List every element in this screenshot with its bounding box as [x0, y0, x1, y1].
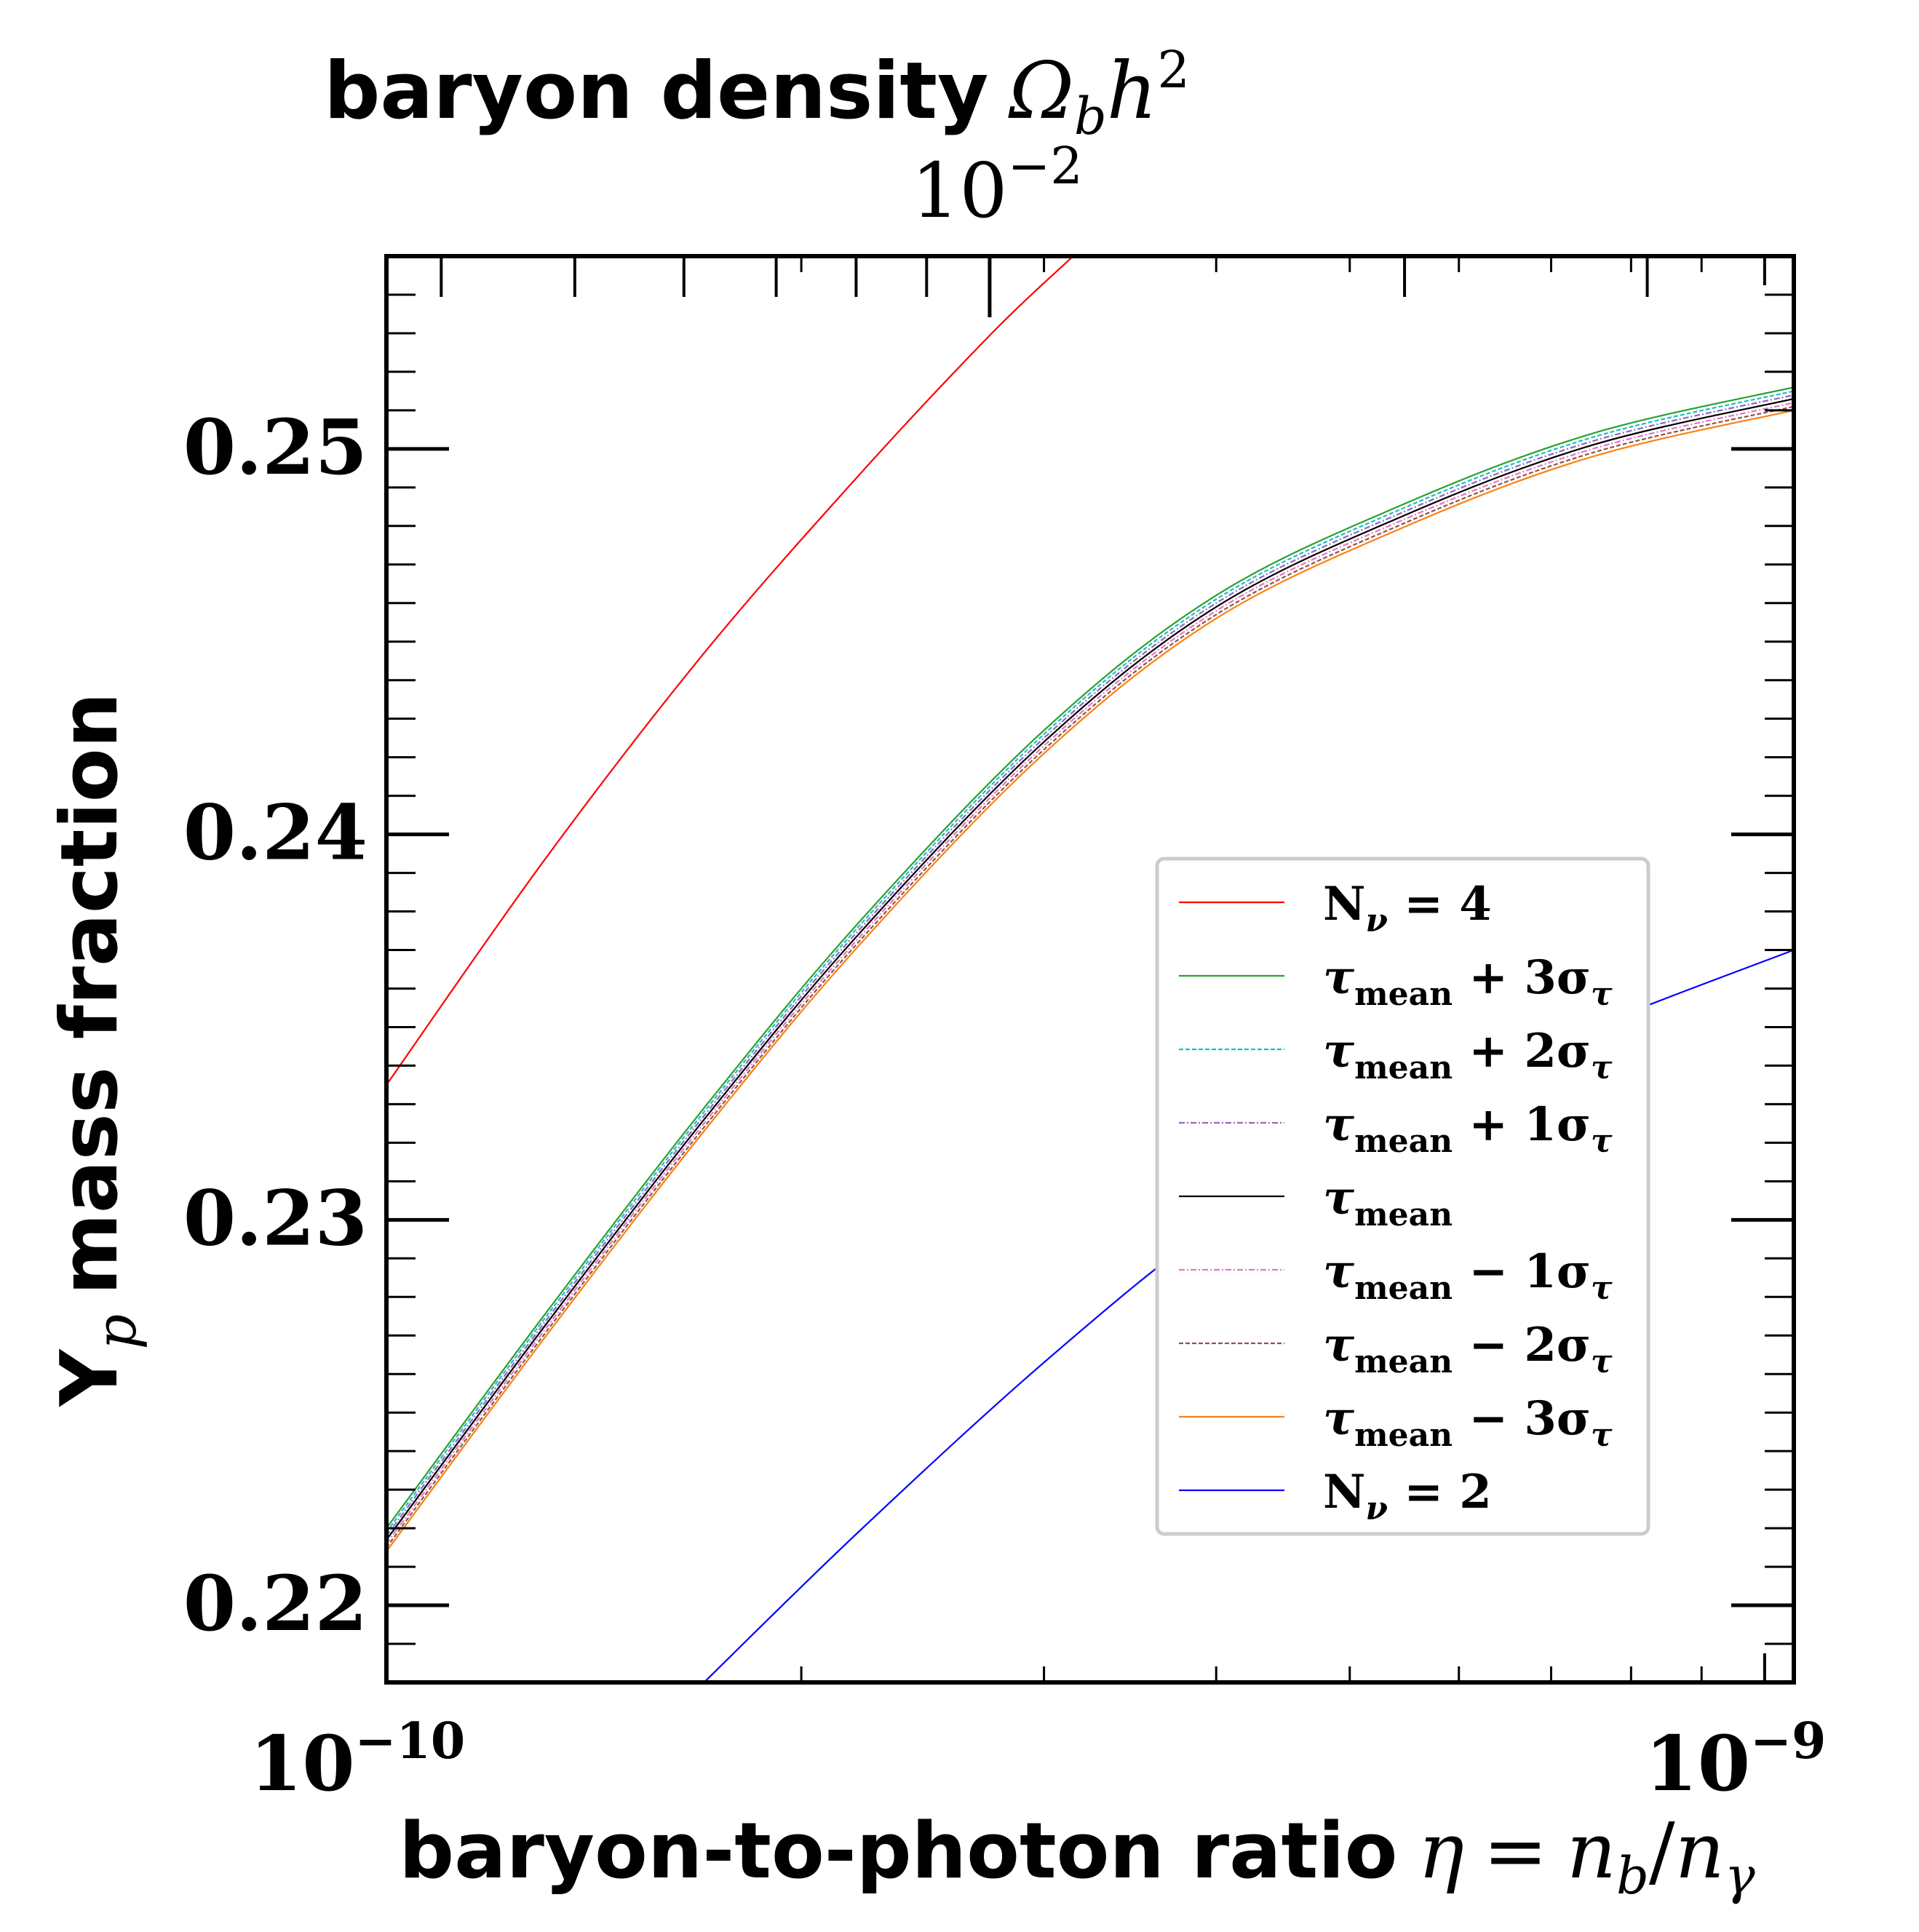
legend-label-2: τmean + 2στ: [1323, 1024, 1613, 1086]
legend-label-7: τmean − 3στ: [1323, 1391, 1613, 1454]
legend-label-6: τmean − 2στ: [1323, 1318, 1613, 1380]
legend-label-sub: mean: [1354, 1196, 1453, 1233]
x-tick-label-base: 10: [250, 1719, 355, 1808]
top-axis-title-omega: Ω: [1007, 46, 1074, 137]
series-line-1: [386, 386, 1794, 1529]
legend-label-1: τmean + 3στ: [1323, 950, 1613, 1013]
top-axis-title-omega-sub: b: [1074, 87, 1107, 146]
legend-label-sub: mean: [1354, 1417, 1453, 1454]
legend-label-tail: − 3σ: [1453, 1391, 1591, 1446]
x-axis-label-n2: n: [1675, 1806, 1725, 1896]
legend-label-tail: + 2σ: [1453, 1024, 1591, 1078]
legend-label-tail: + 3σ: [1453, 950, 1591, 1005]
top-axis-scale-base: 10: [911, 146, 1007, 235]
series-line-4: [386, 397, 1794, 1541]
legend-label-tail: − 2σ: [1453, 1318, 1591, 1372]
legend-label-tail-sub: τ: [1591, 1049, 1613, 1086]
plot-frame: [384, 254, 1796, 1685]
legend-label-main: τ: [1323, 1097, 1355, 1152]
series-line-7: [386, 409, 1794, 1552]
x-axis-label-slash: /: [1649, 1806, 1675, 1896]
y-tick-label: 0.22: [183, 1559, 367, 1648]
legend-label-main: τ: [1323, 1171, 1355, 1225]
x-axis-label-n1: n: [1567, 1806, 1616, 1896]
x-tick-label: 10−10: [250, 1712, 465, 1808]
legend-label-sub: mean: [1354, 1049, 1453, 1086]
y-tick-label: 0.24: [183, 788, 367, 878]
series-line-3: [386, 394, 1794, 1537]
legend-label-tail-sub: τ: [1591, 1270, 1613, 1307]
x-axis-label-text: baryon-to-photon ratio: [399, 1806, 1397, 1896]
legend-label-3: τmean + 1στ: [1323, 1097, 1613, 1160]
y-axis-label-rest: mass fraction: [44, 692, 135, 1295]
series-line-5: [386, 402, 1794, 1544]
x-tick-label-exp: −9: [1750, 1712, 1826, 1770]
x-axis-label-equals: =: [1483, 1806, 1548, 1896]
legend-label-main: τ: [1323, 950, 1355, 1005]
legend-label-tail-sub: τ: [1591, 1417, 1613, 1454]
top-axis-scale: 10−2: [911, 136, 1083, 235]
legend-label-tail: = 2: [1388, 1465, 1492, 1519]
top-axis-scale-exp: −2: [1008, 136, 1083, 196]
legend-label-tail: + 1σ: [1453, 1097, 1591, 1152]
legend-label-sub: ν: [1366, 902, 1388, 939]
legend-label-main: N: [1323, 1465, 1366, 1519]
x-axis-label: baryon-to-photon ratio η = nb/nγ: [399, 1806, 1755, 1906]
legend-label-5: τmean − 1στ: [1323, 1244, 1613, 1307]
legend-label-sub: mean: [1354, 1343, 1453, 1380]
x-tick-label-exp: −10: [355, 1712, 466, 1770]
legend-label-tail-sub: τ: [1591, 1343, 1613, 1380]
legend-label-0: Nν = 4: [1323, 877, 1492, 939]
legend-label-tail-sub: τ: [1591, 976, 1613, 1013]
legend-label-main: τ: [1323, 1244, 1355, 1299]
legend-label-main: τ: [1323, 1391, 1355, 1446]
legend-label-sub: ν: [1366, 1490, 1388, 1527]
legend-label-8: Nν = 2: [1323, 1465, 1492, 1527]
y-axis-label-sub: p: [84, 1314, 148, 1350]
series-line-6: [386, 405, 1794, 1549]
series-line-0: [386, 256, 1074, 1086]
x-tick-label-base: 10: [1645, 1719, 1750, 1808]
legend-label-tail-sub: τ: [1591, 1123, 1613, 1160]
x-tick-label: 10−9: [1645, 1712, 1826, 1808]
legend-box: [1155, 856, 1650, 1536]
x-axis-label-sub2: γ: [1725, 1846, 1755, 1906]
ticks-layer: [385, 255, 1794, 1684]
y-tick-label: 0.25: [183, 402, 367, 492]
top-axis-title-h: h: [1107, 46, 1158, 137]
legend-label-sub: mean: [1354, 976, 1453, 1013]
x-axis-label-eta: η: [1418, 1806, 1464, 1896]
top-axis-title: baryon density Ωbh2: [324, 40, 1190, 146]
legend-label-main: τ: [1323, 1024, 1355, 1078]
series-line-2: [386, 390, 1794, 1533]
y-axis-label: Yp mass fraction: [44, 692, 148, 1407]
legend-label-tail: = 4: [1388, 877, 1492, 931]
x-axis-label-sub1: b: [1616, 1846, 1649, 1906]
legend-label-sub: mean: [1354, 1270, 1453, 1307]
legend-label-main: N: [1323, 877, 1366, 931]
legend-label-4: τmean: [1323, 1171, 1453, 1233]
legend-label-main: τ: [1323, 1318, 1355, 1372]
y-tick-label: 0.23: [183, 1173, 367, 1263]
top-axis-title-exp: 2: [1157, 40, 1190, 100]
y-axis-label-main: Y: [44, 1348, 135, 1408]
legend-label-tail: − 1σ: [1453, 1244, 1591, 1299]
top-axis-title-text: baryon density: [324, 46, 988, 137]
legend-label-sub: mean: [1354, 1123, 1453, 1160]
